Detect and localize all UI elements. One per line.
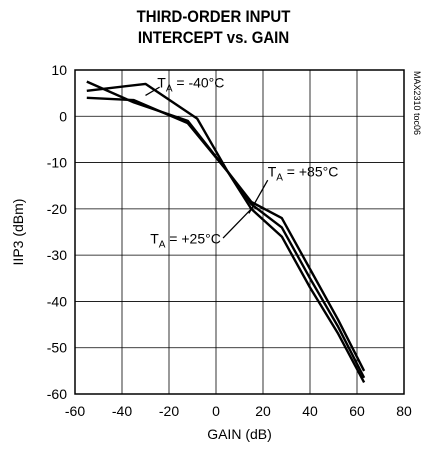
x-tick-label: 40	[302, 403, 318, 419]
grid	[75, 70, 404, 394]
chart-title-line-2: INTERCEPT vs. GAIN	[137, 28, 290, 47]
series-line-2	[86, 80, 366, 379]
series-label-1: TA = +25°C	[150, 231, 221, 251]
x-tick-label: -20	[159, 403, 179, 419]
y-tick-label: -40	[47, 293, 67, 309]
annotation-pointer	[222, 206, 255, 239]
series-label-sub: A	[166, 84, 173, 95]
x-tick-label: 80	[396, 403, 412, 419]
y-tick-label: 0	[59, 108, 67, 124]
x-tick-label: 60	[349, 403, 365, 419]
y-tick-label: -60	[47, 386, 67, 402]
x-tick-label: -40	[112, 403, 132, 419]
series-line-1	[86, 96, 366, 383]
x-tick-label: 20	[255, 403, 271, 419]
series-label-sub: A	[159, 240, 166, 251]
series-label-2: TA = +85°C	[268, 163, 339, 183]
y-tick-label: -30	[47, 247, 67, 263]
y-tick-label: -10	[47, 155, 67, 171]
x-tick-label: 0	[212, 403, 220, 419]
y-tick-label: -50	[47, 340, 67, 356]
series-label-main: T	[268, 163, 277, 179]
y-tick-label: -20	[47, 201, 67, 217]
y-tick-label: 10	[51, 62, 67, 78]
x-axis-label: GAIN (dB)	[207, 426, 272, 442]
chart-title-line-1: THIRD-ORDER INPUT	[136, 7, 291, 26]
series-label-rest: = -40°C	[172, 75, 224, 91]
series-line-0	[86, 82, 366, 372]
plot-frame	[74, 69, 405, 395]
figure-side-label: MAX2310 toc06	[412, 71, 422, 135]
series-label-rest: = +85°C	[283, 163, 338, 179]
series-label-sub: A	[276, 172, 283, 183]
x-tick-label: -60	[65, 403, 85, 419]
series-label-0: TA = -40°C	[157, 75, 224, 95]
series-label-rest: = +25°C	[165, 231, 220, 247]
annotation-pointer	[145, 86, 160, 97]
annotation-group: TA = -40°CTA = +85°CTA = +25°C	[145, 75, 339, 251]
series-label-main: T	[150, 231, 159, 247]
series-label-main: T	[157, 75, 166, 91]
series-group	[86, 80, 366, 383]
y-axis-label: IIP3 (dBm)	[10, 199, 26, 266]
